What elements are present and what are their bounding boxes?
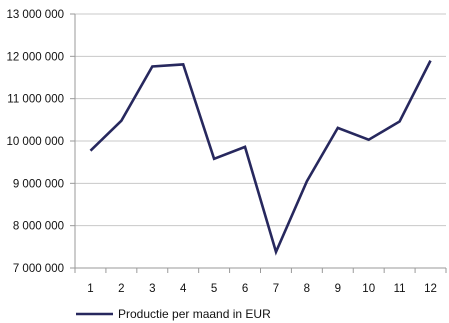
y-tick-label: 9 000 000 <box>13 178 64 190</box>
x-tick-label: 8 <box>304 283 310 295</box>
series-line <box>89 60 432 256</box>
x-axis-ticks: 1 2 3 4 5 6 7 8 9 10 11 12 <box>87 283 437 295</box>
x-tick-label: 4 <box>180 283 187 295</box>
x-tick-label: 7 <box>273 283 279 295</box>
y-tick-label: 12 000 000 <box>6 51 64 63</box>
x-tick-label: 3 <box>149 283 155 295</box>
x-tick-label: 2 <box>118 283 124 295</box>
legend: Productie per maand in EUR <box>76 307 271 321</box>
grid <box>75 13 446 227</box>
x-tick-label: 6 <box>242 283 248 295</box>
axes <box>70 13 447 273</box>
x-tick-label: 10 <box>362 283 375 295</box>
x-tick-label: 12 <box>424 283 437 295</box>
y-tick-label: 13 000 000 <box>6 9 64 21</box>
y-tick-label: 11 000 000 <box>7 94 64 106</box>
x-tick-label: 11 <box>394 283 406 295</box>
y-tick-label: 8 000 000 <box>13 221 64 233</box>
y-tick-label: 7 000 000 <box>13 263 64 275</box>
series <box>89 60 432 256</box>
y-tick-label: 10 000 000 <box>6 136 64 148</box>
x-tick-label: 5 <box>211 283 217 295</box>
legend-label: Productie per maand in EUR <box>118 307 271 321</box>
x-tick-label: 1 <box>87 283 93 295</box>
y-axis-ticks: 7 000 000 8 000 000 9 000 000 10 000 000 11 … <box>6 9 64 275</box>
x-tick-label: 9 <box>335 283 341 295</box>
